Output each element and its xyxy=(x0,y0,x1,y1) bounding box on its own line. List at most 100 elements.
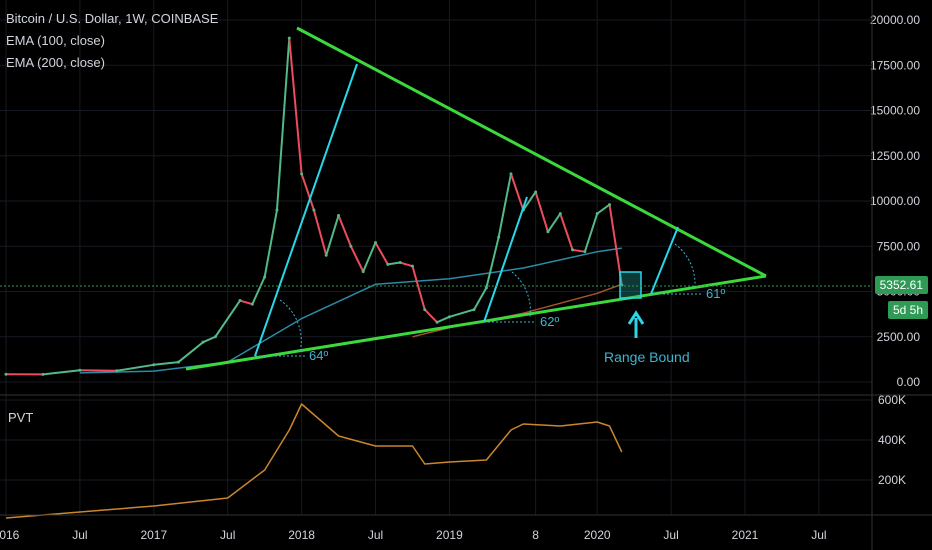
price-point xyxy=(4,372,8,376)
price-point xyxy=(410,264,414,268)
bar-countdown-tag: 5d 5h xyxy=(887,301,928,319)
time-tick-label: 2020 xyxy=(584,528,611,542)
pvt-title[interactable]: PVT xyxy=(8,410,34,425)
price-segment xyxy=(177,341,204,363)
pvt-series xyxy=(5,403,623,519)
time-tick-label: 2021 xyxy=(732,528,759,542)
triangle-upper-line xyxy=(296,26,767,278)
angle-label-1: 64º xyxy=(309,348,328,363)
legend-ema100[interactable]: EMA (100, close) xyxy=(6,33,105,48)
price-segment xyxy=(337,215,352,247)
price-segment xyxy=(79,369,117,372)
price-point xyxy=(361,270,365,274)
trendline-1 xyxy=(254,63,358,357)
price-point xyxy=(324,253,328,257)
price-segment xyxy=(263,209,278,278)
price-point xyxy=(312,208,316,212)
price-segment xyxy=(239,299,253,306)
price-point xyxy=(349,244,353,248)
drawings: 64º 62º 61º Range Bound xyxy=(0,26,872,371)
price-point xyxy=(176,360,180,364)
price-segment xyxy=(411,265,426,310)
price-point xyxy=(472,308,476,312)
price-tick-label: 15000.00 xyxy=(870,104,920,118)
price-segment xyxy=(583,213,599,252)
time-tick-label: Jul xyxy=(663,528,678,542)
price-point xyxy=(78,368,82,372)
price-tick-label: 17500.00 xyxy=(870,58,920,72)
pvt-tick-label: 600K xyxy=(878,393,906,407)
price-point xyxy=(300,172,304,176)
price-axis: 0.002500.005000.007500.0010000.0012500.0… xyxy=(870,13,920,389)
price-point xyxy=(263,275,267,279)
price-point xyxy=(571,248,575,252)
price-segment xyxy=(424,308,438,323)
price-point xyxy=(509,172,513,176)
price-segment xyxy=(42,369,81,376)
price-segment xyxy=(485,236,500,289)
price-point xyxy=(152,363,156,367)
price-point xyxy=(546,230,550,234)
pvt-tick-label: 200K xyxy=(878,473,906,487)
price-point xyxy=(608,203,612,207)
price-point xyxy=(337,213,341,217)
price-segment xyxy=(251,276,266,305)
trendline-3 xyxy=(650,226,679,295)
price-tick-label: 7500.00 xyxy=(877,239,921,253)
ema-lines xyxy=(79,247,623,374)
legend-symbol[interactable]: Bitcoin / U.S. Dollar, 1W, COINBASE xyxy=(6,11,219,26)
price-segment xyxy=(300,173,315,211)
time-tick-label: 2019 xyxy=(436,528,463,542)
price-tick-label: 10000.00 xyxy=(870,194,920,208)
triangle-lower-line xyxy=(185,274,767,371)
price-tick-label: 0.00 xyxy=(897,375,921,389)
price-series xyxy=(4,36,624,376)
price-segment xyxy=(116,363,154,372)
range-box xyxy=(619,271,642,299)
price-point xyxy=(287,36,291,40)
angle-arc-1 xyxy=(279,299,302,353)
price-segment xyxy=(214,299,241,338)
price-point xyxy=(115,369,119,373)
price-segment xyxy=(497,173,512,238)
price-point xyxy=(435,320,439,324)
price-segment xyxy=(153,361,179,366)
time-tick-label: 2016 xyxy=(0,528,20,542)
price-segment xyxy=(436,315,450,324)
range-bound-label: Range Bound xyxy=(604,349,690,365)
price-point xyxy=(447,315,451,319)
time-axis: 2016 Jul 2017 Jul 2018 Jul 2019 8 2020 Jul 2021 Jul xyxy=(0,528,827,542)
time-tick-label: Jul xyxy=(811,528,826,542)
price-segment xyxy=(559,213,574,251)
price-point xyxy=(534,190,538,194)
price-segment xyxy=(572,248,586,253)
price-point xyxy=(238,299,242,303)
price-segment xyxy=(473,287,488,311)
price-segment xyxy=(202,335,216,344)
legend: Bitcoin / U.S. Dollar, 1W, COINBASE EMA … xyxy=(6,8,218,74)
price-point xyxy=(595,212,599,216)
price-segment xyxy=(362,242,377,272)
price-segment xyxy=(288,38,303,174)
time-tick-label: Jul xyxy=(220,528,235,542)
price-point xyxy=(213,335,217,339)
pvt-axis: 200K 400K 600K xyxy=(878,393,906,487)
price-segment xyxy=(522,191,537,211)
price-point xyxy=(558,212,562,216)
price-point xyxy=(374,241,377,245)
price-point xyxy=(201,340,205,344)
price-segment xyxy=(325,215,340,256)
time-tick-label: Jul xyxy=(368,528,383,542)
angle-arc-3 xyxy=(674,243,696,287)
time-tick-label: Jul xyxy=(72,528,87,542)
price-point xyxy=(275,208,279,212)
time-tick-label: 8 xyxy=(532,528,539,542)
price-segment xyxy=(596,203,611,215)
price-point xyxy=(583,250,587,254)
time-tick-label: 2017 xyxy=(140,528,167,542)
price-point xyxy=(386,262,390,266)
legend-ema200[interactable]: EMA (200, close) xyxy=(6,55,105,70)
price-point xyxy=(250,302,254,306)
angle-label-3: 61º xyxy=(706,286,725,301)
